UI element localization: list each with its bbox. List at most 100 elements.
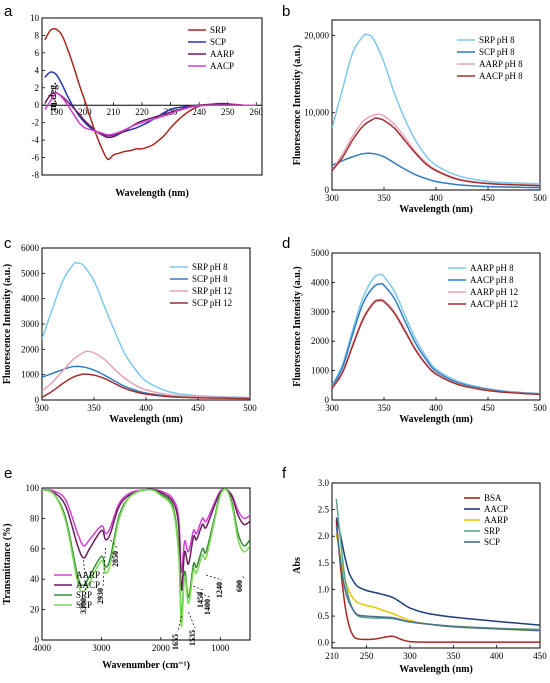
legend-label-d: AACP pH 8 xyxy=(470,275,514,285)
series-line-e-srp xyxy=(42,488,250,620)
x-tick-label-f: 210 xyxy=(325,651,339,661)
peak-annotation-1655: 1655 xyxy=(171,634,180,650)
panel-c: 300 350 400 450 5000100020003000400050006000… xyxy=(2,243,257,425)
legend-label-f: SCP xyxy=(484,537,500,547)
x-tick-label-d: 400 xyxy=(429,403,443,413)
annotation-leader xyxy=(205,574,223,581)
panel-e: 4000 3000 2000 1000 0 20 40 60 80 100 Wavenumber (… xyxy=(2,483,251,671)
panel-b: 300 350 400 450 500 0 10,000 20,000 Wavelength (… xyxy=(292,19,547,215)
x-tick-label-e: 1000 xyxy=(211,643,230,653)
series-line-f-aacp xyxy=(335,517,540,626)
series-line-e-aacp xyxy=(42,488,250,591)
series-line-f-scp xyxy=(335,525,540,632)
legend-label-c: SRP pH 12 xyxy=(192,286,232,296)
x-tick-label-b: 500 xyxy=(533,193,547,203)
series-line-a-aacp xyxy=(44,92,257,136)
x-tick-label-a: 260 xyxy=(250,107,264,117)
y-tick-label-a: 2 xyxy=(35,83,40,93)
legend-label-b: AARP pH 8 xyxy=(479,59,523,69)
panel-a: 190 200 210 220 230 240 250 260-8-6-4-20246810W… xyxy=(30,13,264,199)
x-tick-label-b: 400 xyxy=(429,193,443,203)
y-tick-label-c: 3000 xyxy=(21,319,40,329)
peak-annotation-600: 600 xyxy=(235,580,244,592)
peak-annotation-3300: 3300 xyxy=(79,598,88,614)
y-tick-label-f: 2.5 xyxy=(318,505,330,515)
x-tick-label-d: 450 xyxy=(481,403,495,413)
y-tick-label-f: 2.0 xyxy=(318,531,330,541)
y-tick-label-a: 6 xyxy=(35,48,40,58)
plot-frame-a xyxy=(41,17,263,176)
x-tick-label-f: 450 xyxy=(533,651,547,661)
x-axis-label-e: Wavenumber (cm⁻¹) xyxy=(102,660,190,671)
legend-label-c: SRP pH 8 xyxy=(192,262,228,272)
y-tick-label-d: 3000 xyxy=(311,307,330,317)
x-tick-label-a: 190 xyxy=(50,107,64,117)
peak-annotation-1400: 1400 xyxy=(203,599,212,615)
x-tick-label-a: 240 xyxy=(192,107,206,117)
series-line-b-scp-ph-8 xyxy=(332,152,540,189)
series-line-c-scp-ph-12 xyxy=(42,373,250,400)
x-tick-label-a: 220 xyxy=(135,107,149,117)
plot-frame-e xyxy=(41,487,251,641)
legend-label-e: SCP xyxy=(76,600,92,610)
y-tick-label-a: -6 xyxy=(32,153,40,163)
y-axis-label-b: Fluorescence Intensity (a.u.) xyxy=(292,45,303,165)
legend-label-d: AARP pH 12 xyxy=(470,287,518,297)
y-tick-label-a: 10 xyxy=(30,13,40,23)
x-axis-label-a: Wavelength (nm) xyxy=(115,188,189,199)
annotation-leader xyxy=(177,615,182,633)
y-tick-label-e: 40 xyxy=(30,574,40,584)
panel-d: 300 350 400 450 500010002000300040005000Wave… xyxy=(292,248,547,425)
x-tick-label-c: 500 xyxy=(243,403,257,413)
y-tick-label-c: 4000 xyxy=(21,294,40,304)
series-line-c-srp-ph-12 xyxy=(42,350,250,399)
peak-annotation-2850: 2850 xyxy=(111,551,120,567)
y-tick-label-a: 0 xyxy=(35,100,40,110)
legend-label-c: SCP pH 8 xyxy=(192,274,228,284)
legend-label-f: SRP xyxy=(484,526,500,536)
y-tick-label-d: 2000 xyxy=(311,336,330,346)
y-tick-label-a: -4 xyxy=(32,135,40,145)
panel-letter-f: f xyxy=(282,465,287,482)
y-tick-label-d: 0 xyxy=(325,395,330,405)
annotation-leader xyxy=(241,575,245,579)
x-tick-label-e: 4000 xyxy=(33,643,52,653)
series-line-f-bsa xyxy=(335,520,540,643)
legend-label-b: SRP pH 8 xyxy=(479,35,515,45)
legend-label-e: AARP xyxy=(76,570,100,580)
y-tick-label-f: 3.0 xyxy=(318,478,330,488)
legend-label-b: AACP pH 8 xyxy=(479,71,523,81)
series-line-e-scp xyxy=(42,488,250,628)
peak-annotation-1240: 1240 xyxy=(215,582,224,598)
y-tick-label-d: 5000 xyxy=(311,248,330,258)
series-line-f-srp xyxy=(335,498,540,631)
x-tick-label-f: 250 xyxy=(360,651,374,661)
y-tick-label-c: 0 xyxy=(35,395,40,405)
y-tick-label-c: 2000 xyxy=(21,344,40,354)
x-tick-label-f: 300 xyxy=(403,651,417,661)
x-tick-label-d: 300 xyxy=(325,403,339,413)
y-tick-label-e: 20 xyxy=(30,605,40,615)
x-axis-label-f: Wavelength (nm) xyxy=(399,664,473,675)
annotation-leader xyxy=(188,611,196,629)
series-line-d-aarp-ph-12 xyxy=(332,298,540,395)
y-tick-label-a: -2 xyxy=(32,118,40,128)
annotation-leader xyxy=(110,539,119,550)
y-tick-label-c: 5000 xyxy=(21,268,40,278)
x-tick-label-a: 200 xyxy=(78,107,92,117)
series-line-c-srp-ph-8 xyxy=(42,261,250,399)
legend-label-b: SCP pH 8 xyxy=(479,47,515,57)
peak-annotation-2930: 2930 xyxy=(96,588,105,604)
x-tick-label-a: 250 xyxy=(221,107,235,117)
legend-label-c: SCP pH 12 xyxy=(192,298,232,308)
x-tick-label-c: 350 xyxy=(87,403,101,413)
legend-label-a: AARP xyxy=(210,49,234,59)
y-tick-label-a: -8 xyxy=(32,170,40,180)
legend-label-d: AARP pH 8 xyxy=(470,263,514,273)
panel-letter-a: a xyxy=(4,3,13,20)
annotation-leader xyxy=(193,585,204,591)
x-tick-label-f: 400 xyxy=(490,651,504,661)
legend-label-a: SCP xyxy=(210,37,226,47)
x-tick-label-c: 450 xyxy=(191,403,205,413)
y-tick-label-e: 100 xyxy=(26,483,40,493)
